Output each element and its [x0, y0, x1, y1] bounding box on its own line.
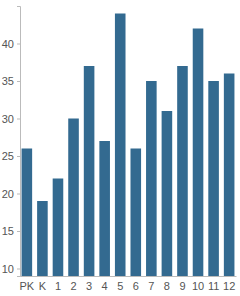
chart: 10152025303540PKK123456789101112 [0, 0, 240, 296]
x-tick-label: 3 [86, 280, 92, 292]
y-tick-label: 40 [2, 38, 14, 50]
x-tick-label: 6 [133, 280, 139, 292]
x-tick: 2 [70, 276, 76, 292]
x-tick: 5 [117, 276, 123, 292]
bar [53, 179, 64, 277]
y-tick-mark [17, 194, 20, 195]
bars [22, 14, 235, 277]
x-tick: 7 [148, 276, 154, 292]
x-tick-label: 11 [208, 280, 219, 292]
x-tick-label: 2 [70, 280, 76, 292]
bar [208, 81, 219, 276]
bar [99, 141, 110, 276]
bar [193, 29, 204, 277]
y-tick-label: 20 [2, 188, 14, 200]
y-tick-label: 25 [2, 150, 14, 162]
y-tick-mark [17, 269, 20, 270]
x-axis-line [21, 276, 237, 277]
x-tick-label: 4 [102, 280, 108, 292]
x-tick: 1 [55, 276, 61, 292]
y-tick-mark [17, 156, 20, 157]
bar [146, 81, 157, 276]
bar [177, 66, 188, 276]
x-tick-label: 8 [164, 280, 170, 292]
plot: 10152025303540PKK123456789101112 [2, 7, 237, 292]
x-tick: 10 [192, 276, 204, 292]
bar [37, 201, 48, 276]
x-tick: 11 [208, 276, 219, 292]
y-tick-label: 15 [2, 225, 14, 237]
x-tick-label: 10 [192, 280, 204, 292]
x-tick: 8 [164, 276, 170, 292]
bar [84, 66, 95, 276]
y-tick: 25 [2, 150, 20, 162]
x-tick: PK [20, 276, 35, 292]
y-tick: 10 [2, 263, 20, 275]
x-tick-label: PK [20, 280, 35, 292]
y-tick: 15 [2, 225, 20, 237]
x-tick-label: 5 [117, 280, 123, 292]
x-tick-label: 1 [55, 280, 61, 292]
x-tick: 6 [133, 276, 139, 292]
y-tick-label: 35 [2, 75, 14, 87]
x-tick: 9 [179, 276, 185, 292]
y-axis-line [17, 7, 21, 277]
x-tick: 12 [223, 276, 235, 292]
y-tick: 20 [2, 188, 20, 200]
x-tick-label: 12 [223, 280, 235, 292]
x-tick-label: 9 [179, 280, 185, 292]
y-tick: 35 [2, 75, 20, 87]
y-tick-mark [17, 81, 20, 82]
y-tick-label: 30 [2, 113, 14, 125]
y-tick: 40 [2, 38, 20, 50]
x-tick-label: 7 [148, 280, 154, 292]
y-axis: 10 15 20 25 30 35 40 [2, 7, 21, 277]
x-tick: 3 [86, 276, 92, 292]
y-tick-mark [17, 44, 20, 45]
y-tick-label: 10 [2, 263, 14, 275]
bar [162, 111, 173, 276]
x-axis: PKK123456789101112 [20, 276, 237, 292]
y-tick-mark [17, 231, 20, 232]
x-tick: K [39, 276, 47, 292]
y-tick-mark [17, 119, 20, 120]
bar [224, 74, 235, 277]
bar [68, 119, 79, 277]
bar [130, 149, 141, 277]
x-tick: 4 [102, 276, 108, 292]
y-tick: 30 [2, 113, 20, 125]
bar [22, 149, 33, 277]
x-tick-label: K [39, 280, 47, 292]
bar [115, 14, 126, 277]
